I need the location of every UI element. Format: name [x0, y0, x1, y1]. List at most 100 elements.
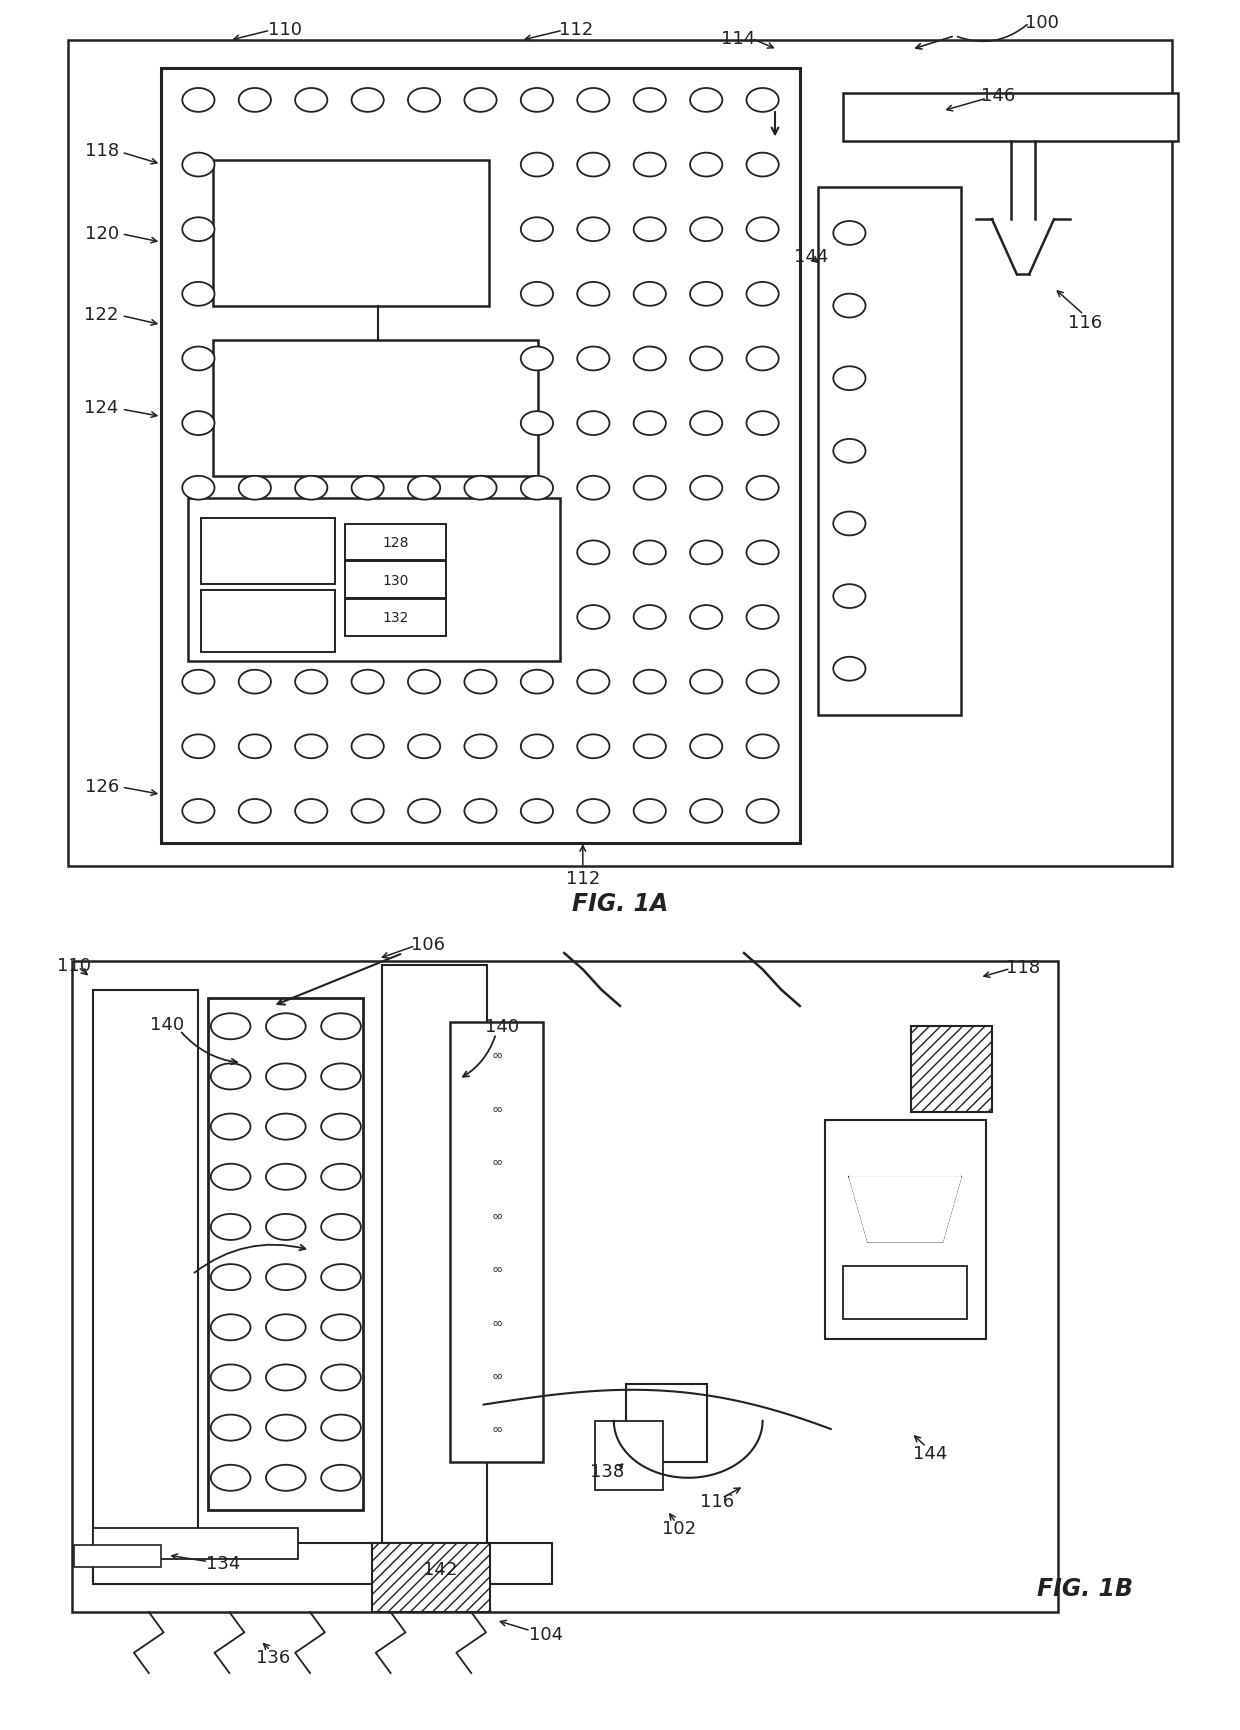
Circle shape	[689, 282, 723, 306]
Circle shape	[238, 670, 272, 694]
Bar	[382, 965, 487, 1552]
Circle shape	[211, 1064, 250, 1090]
Text: 116: 116	[699, 1491, 734, 1510]
Circle shape	[408, 799, 440, 823]
Text: 126: 126	[84, 778, 119, 796]
Circle shape	[295, 88, 327, 112]
Text: 102: 102	[662, 1519, 697, 1538]
Bar	[93, 1528, 298, 1559]
Circle shape	[352, 88, 384, 112]
Text: 104: 104	[528, 1624, 563, 1643]
Circle shape	[408, 476, 440, 500]
Text: FIG. 1B: FIG. 1B	[1037, 1576, 1133, 1600]
Circle shape	[634, 412, 666, 436]
Circle shape	[211, 1465, 250, 1491]
Circle shape	[578, 541, 610, 566]
Circle shape	[833, 585, 866, 609]
Circle shape	[211, 1265, 250, 1291]
Circle shape	[211, 1365, 250, 1391]
Text: 140: 140	[150, 1016, 185, 1033]
Bar	[345, 600, 446, 637]
Circle shape	[689, 412, 723, 436]
Circle shape	[689, 154, 723, 178]
Circle shape	[833, 512, 866, 536]
Circle shape	[267, 1365, 305, 1391]
Text: 118: 118	[1006, 958, 1040, 976]
Circle shape	[321, 1164, 361, 1190]
Text: oo: oo	[492, 1211, 502, 1220]
Text: 146: 146	[981, 86, 1016, 106]
Text: 114: 114	[720, 29, 755, 47]
Text: 106: 106	[410, 936, 445, 953]
Circle shape	[352, 799, 384, 823]
Circle shape	[634, 218, 666, 242]
Circle shape	[321, 1064, 361, 1090]
Circle shape	[521, 282, 553, 306]
Circle shape	[464, 735, 496, 759]
Text: oo: oo	[492, 1265, 502, 1273]
Text: 144: 144	[913, 1445, 947, 1462]
Bar	[161, 69, 800, 844]
Circle shape	[408, 88, 440, 112]
Circle shape	[578, 606, 610, 630]
Circle shape	[267, 1064, 305, 1090]
Circle shape	[238, 735, 272, 759]
Text: oo: oo	[492, 1050, 502, 1059]
Bar	[188, 498, 560, 663]
Bar	[843, 1266, 967, 1320]
Circle shape	[578, 476, 610, 500]
Circle shape	[464, 670, 496, 694]
Circle shape	[182, 476, 215, 500]
Circle shape	[689, 735, 723, 759]
Circle shape	[238, 476, 272, 500]
Circle shape	[746, 218, 779, 242]
Circle shape	[521, 476, 553, 500]
Circle shape	[634, 606, 666, 630]
Circle shape	[267, 1265, 305, 1291]
Bar	[345, 524, 446, 561]
Circle shape	[578, 88, 610, 112]
Circle shape	[833, 221, 866, 246]
Circle shape	[182, 799, 215, 823]
Circle shape	[746, 606, 779, 630]
Circle shape	[746, 348, 779, 372]
Circle shape	[689, 348, 723, 372]
Text: 124: 124	[84, 400, 119, 417]
Circle shape	[321, 1465, 361, 1491]
Circle shape	[238, 799, 272, 823]
Circle shape	[833, 294, 866, 318]
Text: 132: 132	[382, 611, 409, 625]
Bar	[818, 189, 961, 714]
Circle shape	[634, 88, 666, 112]
Circle shape	[211, 1114, 250, 1140]
Circle shape	[295, 476, 327, 500]
Circle shape	[295, 670, 327, 694]
Circle shape	[689, 670, 723, 694]
Bar	[450, 1022, 543, 1462]
Text: oo: oo	[492, 1318, 502, 1327]
Circle shape	[578, 154, 610, 178]
Circle shape	[238, 88, 272, 112]
Circle shape	[321, 1014, 361, 1040]
Circle shape	[267, 1465, 305, 1491]
Circle shape	[746, 735, 779, 759]
Text: 110: 110	[268, 21, 303, 40]
Circle shape	[211, 1315, 250, 1341]
Text: 110: 110	[57, 957, 92, 974]
Circle shape	[521, 154, 553, 178]
Bar	[93, 990, 198, 1583]
Text: oo: oo	[492, 1426, 502, 1434]
Circle shape	[182, 735, 215, 759]
Circle shape	[578, 282, 610, 306]
Bar	[345, 562, 446, 599]
Circle shape	[689, 218, 723, 242]
Circle shape	[634, 735, 666, 759]
Bar	[201, 590, 335, 652]
Bar	[93, 1543, 552, 1583]
Circle shape	[746, 282, 779, 306]
Bar	[911, 1026, 992, 1112]
Text: oo: oo	[492, 1104, 502, 1112]
Circle shape	[634, 476, 666, 500]
Text: 120: 120	[84, 225, 119, 242]
Circle shape	[267, 1164, 305, 1190]
